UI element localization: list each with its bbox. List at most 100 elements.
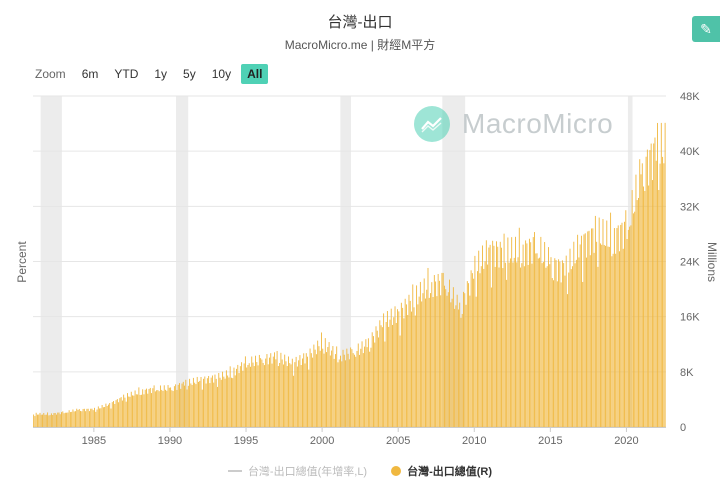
bar bbox=[550, 257, 552, 427]
bar bbox=[634, 211, 636, 427]
bar bbox=[506, 279, 508, 427]
bar bbox=[227, 375, 229, 427]
legend-item-value[interactable]: 台灣-出口總值(R) bbox=[391, 463, 492, 479]
bar bbox=[492, 240, 494, 427]
zoom-6m-button[interactable]: 6m bbox=[81, 67, 99, 81]
bar bbox=[559, 261, 561, 427]
bar bbox=[161, 389, 163, 427]
bar bbox=[617, 225, 619, 427]
bar bbox=[128, 396, 130, 427]
y-tick-label: 16K bbox=[680, 312, 700, 324]
bar bbox=[422, 293, 424, 427]
legend-item-yoy[interactable]: 台灣-出口總值(年增率,L) bbox=[227, 463, 367, 479]
bar bbox=[485, 240, 487, 427]
bar bbox=[365, 339, 367, 427]
right-axis-title: Millions bbox=[705, 242, 719, 282]
bar bbox=[107, 404, 109, 427]
bar bbox=[347, 353, 349, 427]
bar bbox=[116, 399, 118, 427]
bar bbox=[172, 391, 174, 427]
bar bbox=[367, 338, 369, 427]
bar bbox=[479, 273, 481, 427]
y-tick-label: 48K bbox=[680, 91, 700, 103]
x-tick-label: 1985 bbox=[82, 435, 106, 447]
bar bbox=[110, 408, 112, 427]
bar bbox=[615, 253, 617, 427]
bar bbox=[40, 414, 42, 427]
bar bbox=[258, 354, 260, 427]
bar bbox=[357, 343, 359, 427]
bar bbox=[205, 383, 207, 427]
bar bbox=[503, 233, 505, 427]
bar bbox=[142, 389, 144, 427]
bar bbox=[591, 228, 593, 427]
bar bbox=[56, 414, 57, 427]
bar bbox=[282, 364, 284, 427]
bar bbox=[260, 358, 262, 427]
bar bbox=[465, 304, 467, 427]
bar bbox=[573, 241, 575, 427]
bar bbox=[48, 415, 50, 427]
bar bbox=[62, 411, 64, 427]
bar bbox=[528, 238, 530, 427]
bar bbox=[102, 407, 104, 427]
zoom-ytd-button[interactable]: YTD bbox=[114, 67, 139, 81]
bar bbox=[488, 247, 490, 427]
bar bbox=[321, 332, 322, 427]
bar bbox=[301, 358, 303, 427]
bar bbox=[338, 359, 340, 427]
bar bbox=[332, 346, 334, 427]
bar bbox=[63, 413, 65, 427]
bar bbox=[274, 352, 276, 427]
bar bbox=[132, 395, 133, 427]
bar bbox=[380, 325, 382, 427]
bar bbox=[326, 352, 328, 427]
bar bbox=[395, 322, 397, 427]
bar bbox=[285, 361, 287, 427]
bar bbox=[151, 393, 153, 427]
bar bbox=[547, 247, 549, 427]
zoom-all-button[interactable]: All bbox=[241, 64, 269, 84]
bar bbox=[602, 219, 604, 427]
bar bbox=[106, 406, 108, 427]
bar bbox=[441, 272, 443, 427]
bar bbox=[179, 383, 180, 427]
bar bbox=[578, 257, 580, 427]
bar bbox=[288, 356, 289, 427]
zoom-1y-button[interactable]: 1y bbox=[154, 67, 168, 81]
bar bbox=[275, 359, 277, 427]
bar bbox=[262, 362, 264, 427]
bar bbox=[43, 412, 45, 427]
bar bbox=[109, 403, 111, 427]
bar bbox=[267, 364, 269, 427]
bar bbox=[490, 287, 492, 427]
bar bbox=[356, 350, 358, 427]
bar bbox=[393, 317, 395, 427]
bar bbox=[312, 357, 314, 427]
bar bbox=[601, 244, 603, 427]
bar bbox=[352, 353, 354, 427]
watermark: MacroMicro bbox=[414, 104, 613, 144]
bar bbox=[206, 378, 208, 427]
bar bbox=[277, 366, 279, 427]
bar bbox=[554, 258, 556, 427]
bar bbox=[412, 284, 414, 427]
bar bbox=[146, 388, 147, 427]
bar bbox=[555, 260, 557, 427]
edit-button[interactable]: ✎ bbox=[692, 16, 720, 42]
bar bbox=[195, 384, 197, 427]
bar bbox=[346, 348, 348, 427]
bar bbox=[204, 376, 206, 427]
zoom-10y-button[interactable]: 10y bbox=[211, 67, 232, 81]
bar bbox=[78, 409, 80, 427]
bar bbox=[105, 403, 107, 427]
bar bbox=[71, 411, 73, 427]
bar bbox=[432, 297, 434, 427]
bar bbox=[504, 262, 506, 427]
bar bbox=[200, 376, 202, 427]
bar bbox=[228, 377, 230, 427]
bar bbox=[293, 375, 295, 427]
zoom-5y-button[interactable]: 5y bbox=[183, 67, 196, 81]
bar bbox=[324, 338, 326, 427]
bar bbox=[375, 326, 377, 427]
